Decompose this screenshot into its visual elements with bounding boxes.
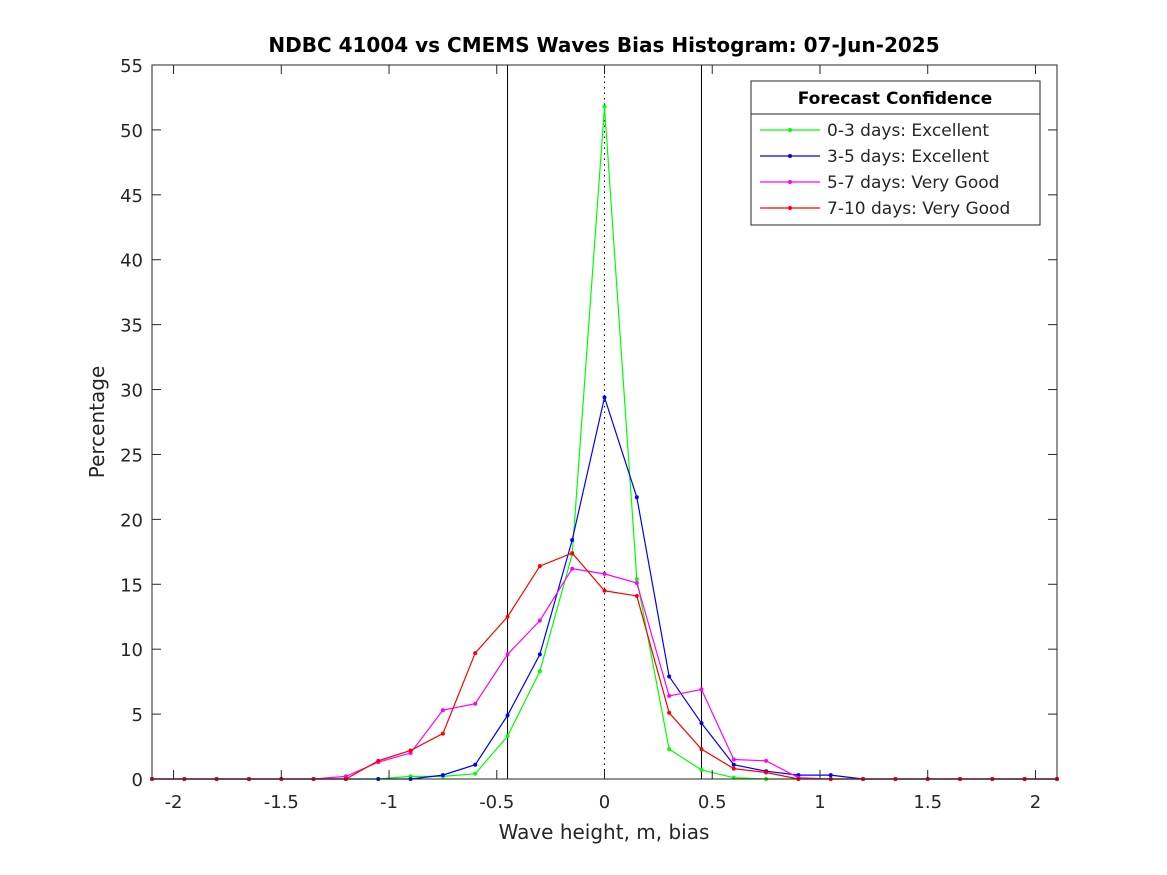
x-tick-label: -1: [380, 792, 398, 813]
data-point: [667, 674, 672, 679]
x-tick-label: -0.5: [479, 792, 514, 813]
data-point: [764, 758, 769, 763]
data-point: [602, 104, 607, 109]
x-tick-label: 2: [1030, 792, 1041, 813]
legend-marker: [788, 206, 792, 210]
y-tick-label: 40: [120, 251, 143, 272]
data-point: [473, 762, 478, 767]
data-point: [537, 669, 542, 674]
legend-entry: 7-10 days: Very Good: [760, 199, 1010, 219]
x-tick-label: 0.5: [698, 792, 727, 813]
legend-entries: 0-3 days: Excellent 3-5 days: Excellent 5-…: [760, 121, 1010, 219]
data-point: [699, 767, 704, 772]
data-point: [440, 708, 445, 713]
data-point: [602, 395, 607, 400]
data-point: [473, 771, 478, 776]
data-point: [473, 701, 478, 706]
x-tick-label: -1.5: [264, 792, 299, 813]
data-point: [570, 538, 575, 543]
x-tick-label: 1.5: [913, 792, 942, 813]
y-tick-label: 20: [120, 510, 143, 531]
data-point: [505, 614, 510, 619]
y-tick-label: 25: [120, 445, 143, 466]
y-tick-label: 10: [120, 640, 143, 661]
legend-label: 3-5 days: Excellent: [827, 147, 989, 167]
y-tick-label: 55: [120, 56, 143, 77]
data-point: [537, 564, 542, 569]
legend: Forecast Confidence 0-3 days: Excellent 3…: [750, 80, 1041, 226]
y-tick-label: 35: [120, 316, 143, 337]
y-tick-label: 45: [120, 186, 143, 207]
legend-marker: [788, 180, 792, 184]
data-point: [408, 748, 413, 753]
legend-entry: 0-3 days: Excellent: [760, 121, 989, 141]
y-tick-label: 30: [120, 381, 143, 402]
data-point: [537, 618, 542, 623]
data-point: [505, 713, 510, 718]
y-tick-label: 0: [132, 770, 143, 791]
data-point: [634, 593, 639, 598]
data-point: [699, 687, 704, 692]
x-tick-label: -2: [165, 792, 183, 813]
x-tick-label: 1: [814, 792, 825, 813]
data-point: [505, 734, 510, 739]
y-tick-label: 15: [120, 575, 143, 596]
legend-title: Forecast Confidence: [798, 89, 993, 109]
y-tick-label: 5: [132, 705, 143, 726]
reference-lines: [507, 65, 702, 779]
data-point: [699, 721, 704, 726]
x-tick-label: 0: [599, 792, 610, 813]
legend-marker: [788, 128, 792, 132]
data-point: [731, 757, 736, 762]
legend-marker: [788, 154, 792, 158]
data-point: [440, 773, 445, 778]
data-point: [828, 773, 833, 778]
axis-ticks: -2 -1.5 -1 -0.5 0 0.5 1 1.5 20510152025303540455…: [120, 56, 1057, 813]
y-axis-label: Percentage: [85, 366, 109, 479]
data-point: [634, 495, 639, 500]
data-point: [667, 693, 672, 698]
data-point: [537, 652, 542, 657]
data-point: [634, 577, 639, 582]
data-point: [440, 731, 445, 736]
data-point: [667, 747, 672, 752]
y-tick-label: 50: [120, 121, 143, 142]
data-point: [376, 758, 381, 763]
data-point: [764, 770, 769, 775]
data-point: [731, 766, 736, 771]
data-point: [699, 747, 704, 752]
data-point: [505, 652, 510, 657]
legend-box: [750, 80, 1041, 226]
data-point: [602, 571, 607, 576]
legend-label: 0-3 days: Excellent: [827, 121, 989, 141]
legend-label: 5-7 days: Very Good: [827, 173, 999, 193]
data-point: [473, 651, 478, 656]
data-point: [634, 580, 639, 585]
data-point: [602, 588, 607, 593]
data-point: [731, 762, 736, 767]
legend-label: 7-10 days: Very Good: [827, 199, 1010, 219]
legend-entry: 5-7 days: Very Good: [760, 173, 999, 193]
data-point: [667, 710, 672, 715]
data-point: [570, 551, 575, 556]
legend-entry: 3-5 days: Excellent: [760, 147, 989, 167]
chart-title: NDBC 41004 vs CMEMS Waves Bias Histogram…: [268, 33, 939, 57]
data-point: [570, 566, 575, 571]
x-axis-label: Wave height, m, bias: [499, 820, 710, 844]
